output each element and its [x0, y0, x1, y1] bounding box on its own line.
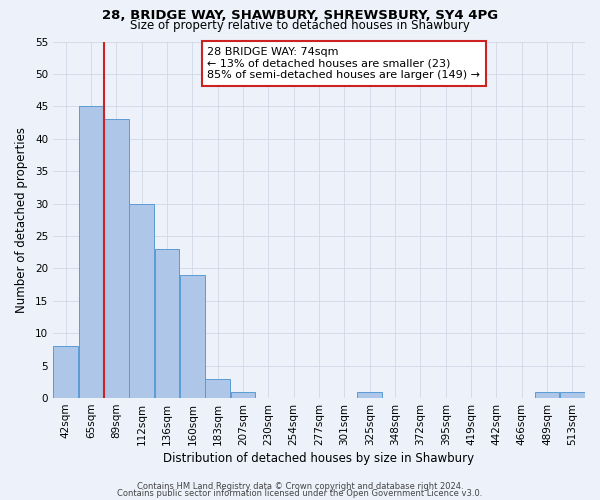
Text: 28, BRIDGE WAY, SHAWBURY, SHREWSBURY, SY4 4PG: 28, BRIDGE WAY, SHAWBURY, SHREWSBURY, SY… [102, 9, 498, 22]
Y-axis label: Number of detached properties: Number of detached properties [15, 127, 28, 313]
Bar [358, 392, 382, 398]
Bar [130, 204, 154, 398]
Text: Contains public sector information licensed under the Open Government Licence v3: Contains public sector information licen… [118, 488, 482, 498]
Bar [155, 249, 179, 398]
Text: Size of property relative to detached houses in Shawbury: Size of property relative to detached ho… [130, 18, 470, 32]
Bar [205, 378, 230, 398]
Bar [180, 275, 205, 398]
Text: 28 BRIDGE WAY: 74sqm
← 13% of detached houses are smaller (23)
85% of semi-detac: 28 BRIDGE WAY: 74sqm ← 13% of detached h… [208, 47, 481, 80]
Bar [79, 106, 103, 398]
Bar [535, 392, 559, 398]
X-axis label: Distribution of detached houses by size in Shawbury: Distribution of detached houses by size … [163, 452, 475, 465]
Bar [53, 346, 78, 398]
Text: Contains HM Land Registry data © Crown copyright and database right 2024.: Contains HM Land Registry data © Crown c… [137, 482, 463, 491]
Bar [231, 392, 256, 398]
Bar [104, 120, 128, 398]
Bar [560, 392, 584, 398]
